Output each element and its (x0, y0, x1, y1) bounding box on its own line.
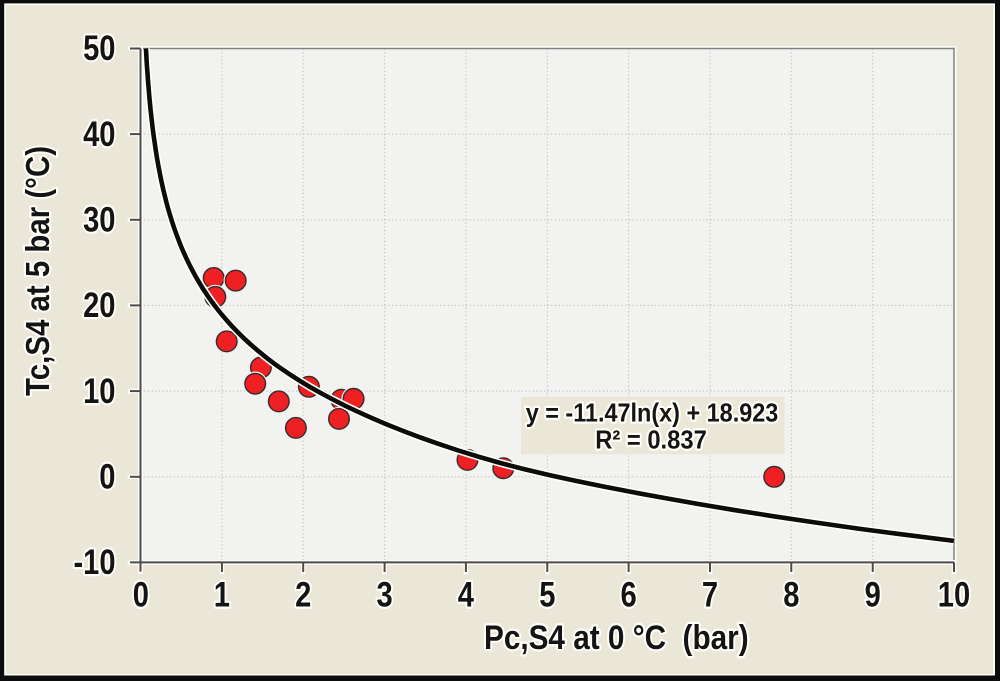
svg-text:10: 10 (938, 575, 970, 614)
svg-text:3: 3 (377, 575, 393, 614)
svg-text:R² = 0.837: R² = 0.837 (595, 425, 707, 455)
svg-text:5: 5 (539, 575, 555, 614)
svg-text:8: 8 (783, 575, 799, 614)
svg-text:30: 30 (83, 201, 115, 240)
svg-text:0: 0 (99, 458, 115, 497)
svg-text:20: 20 (83, 286, 115, 325)
svg-text:6: 6 (621, 575, 637, 614)
svg-text:Pc,S4 at 0 °C (bar): Pc,S4 at 0 °C (bar) (484, 619, 749, 657)
svg-text:40: 40 (83, 115, 115, 154)
svg-text:y = -11.47ln(x) + 18.923: y = -11.47ln(x) + 18.923 (526, 397, 779, 427)
svg-text:7: 7 (702, 575, 718, 614)
svg-text:0: 0 (133, 575, 149, 614)
svg-text:10: 10 (83, 372, 115, 411)
svg-text:-10: -10 (74, 543, 116, 582)
svg-text:50: 50 (83, 29, 115, 68)
svg-text:4: 4 (458, 575, 475, 614)
svg-text:2: 2 (295, 575, 311, 614)
svg-text:9: 9 (865, 575, 881, 614)
svg-text:Tc,S4 at 5 bar (°C): Tc,S4 at 5 bar (°C) (19, 146, 56, 396)
svg-text:1: 1 (214, 575, 230, 614)
